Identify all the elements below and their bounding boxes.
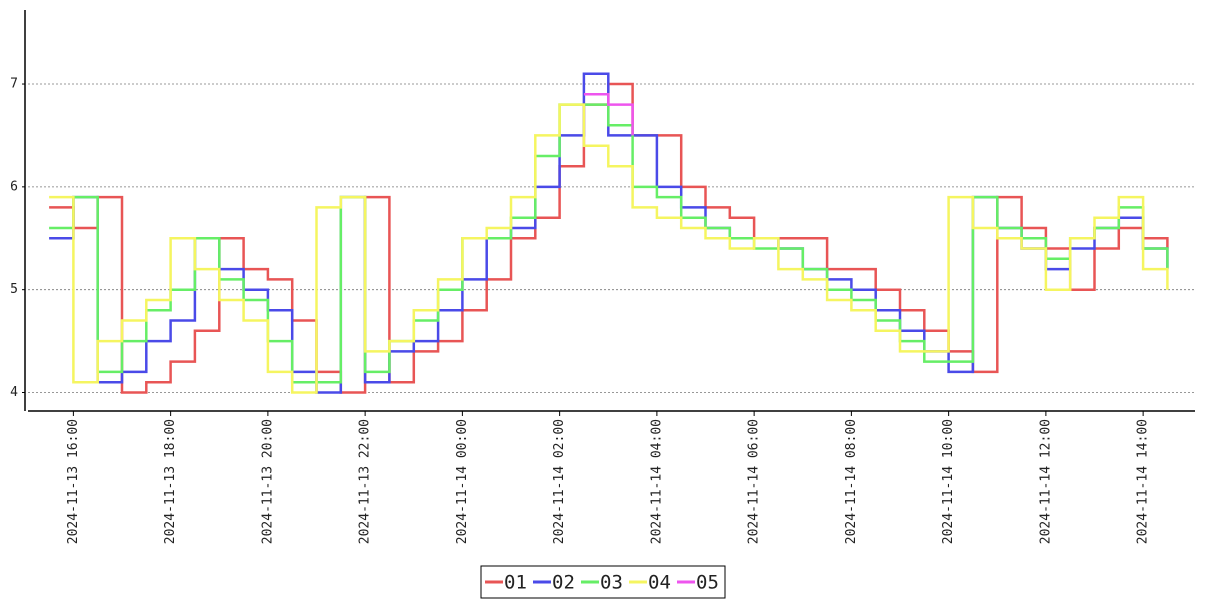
y-tick-label: 4	[10, 385, 18, 400]
x-tick-label: 2024-11-14 08:00	[844, 419, 859, 544]
legend: 01 02 03 04 05	[480, 565, 726, 599]
legend-label: 05	[696, 572, 719, 594]
legend-label: 01	[504, 572, 527, 594]
y-tick-label: 5	[10, 282, 18, 297]
x-tick-label: 2024-11-14 14:00	[1136, 419, 1151, 544]
y-tick-label: 7	[10, 77, 18, 92]
x-tick-label: 2024-11-13 16:00	[66, 419, 81, 544]
x-tick-label: 2024-11-14 02:00	[552, 419, 567, 544]
x-tick-label: 2024-11-14 06:00	[747, 419, 762, 544]
series-line	[49, 103, 1169, 394]
legend-label: 03	[600, 572, 623, 594]
series-line	[49, 103, 1169, 384]
x-tick-label: 2024-11-13 18:00	[163, 419, 178, 544]
y-tick-label: 6	[10, 179, 18, 194]
x-tick-label: 2024-11-13 20:00	[260, 419, 275, 544]
legend-label: 02	[552, 572, 575, 594]
x-tick-label: 2024-11-14 04:00	[649, 419, 664, 544]
series-line	[583, 93, 634, 136]
x-tick-label: 2024-11-14 00:00	[455, 419, 470, 544]
x-tick-label: 2024-11-14 10:00	[941, 419, 956, 544]
x-tick-label: 2024-11-14 12:00	[1038, 419, 1053, 544]
x-tick-label: 2024-11-13 22:00	[358, 419, 373, 544]
legend-label: 04	[648, 572, 671, 594]
